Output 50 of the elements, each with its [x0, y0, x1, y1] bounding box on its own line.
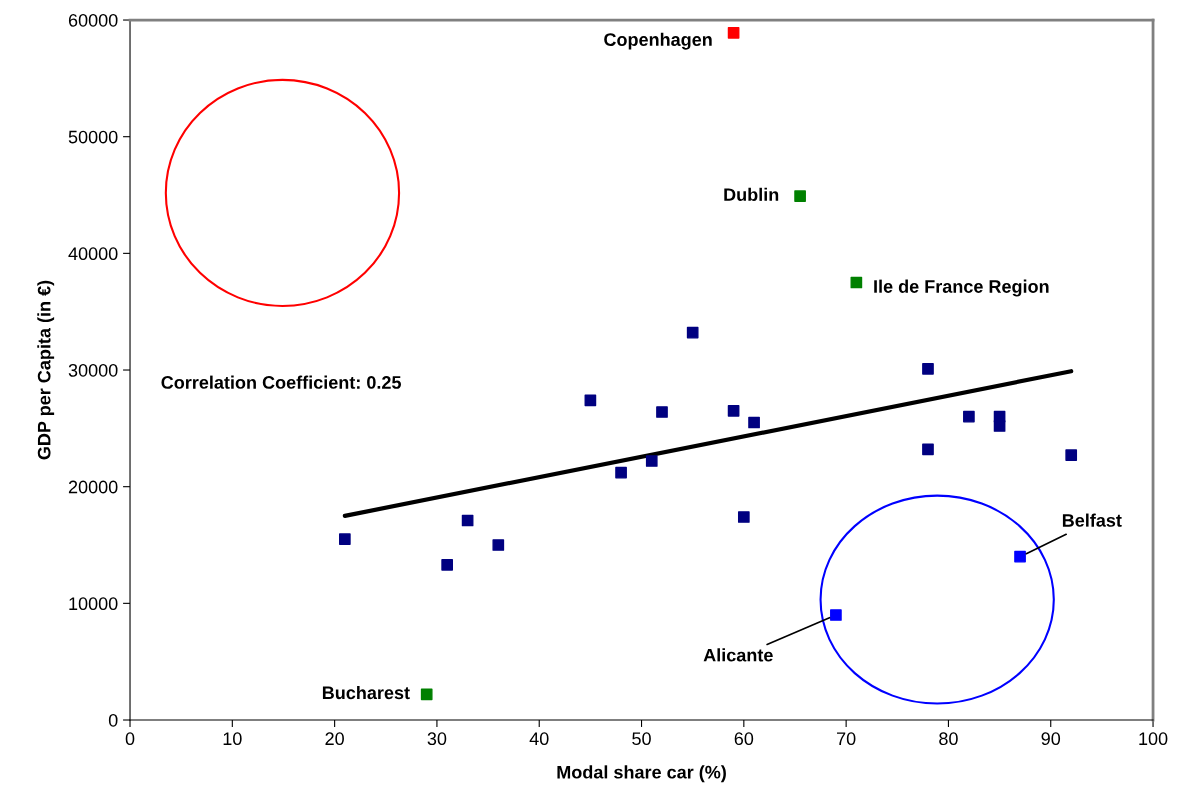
point — [963, 410, 975, 423]
x-tick-label: 90 — [1041, 732, 1061, 746]
annotation: Ile de France Region — [874, 279, 1049, 297]
y-axis-title: GDP per Capita (in €) — [37, 280, 55, 460]
point — [420, 688, 433, 701]
y-tick-label: 20000 — [68, 480, 118, 494]
point — [339, 533, 351, 546]
y-tick-label: 30000 — [68, 363, 118, 377]
x-tick-label: 60 — [734, 732, 754, 746]
x-tick-label: 20 — [325, 732, 344, 746]
point — [850, 276, 863, 289]
point — [748, 416, 760, 429]
point — [1065, 449, 1078, 462]
point — [584, 394, 597, 407]
y-tick-label: 60000 — [68, 13, 118, 27]
annotation: Bucharest — [322, 685, 410, 700]
y-tick-label: 0 — [108, 713, 118, 727]
annotation: Alicante — [703, 648, 773, 662]
annotation: Belfast — [1062, 513, 1122, 527]
x-tick-label: 80 — [939, 732, 958, 746]
point — [993, 420, 1006, 432]
x-tick-label: 50 — [632, 732, 651, 746]
x-tick-label: 70 — [837, 732, 856, 746]
point — [727, 405, 740, 417]
point — [615, 466, 627, 479]
annotation: Correlation Coefficient: 0.25 — [161, 375, 401, 389]
x-tick-label: 100 — [1139, 732, 1168, 746]
y-tick-label: 50000 — [68, 130, 118, 144]
point — [922, 443, 934, 456]
x-tick-label: 0 — [125, 732, 135, 746]
y-tick-label: 40000 — [68, 247, 118, 261]
point — [492, 539, 505, 551]
point — [441, 558, 454, 571]
point — [461, 514, 474, 527]
point — [727, 27, 740, 39]
x-tick-label: 30 — [427, 732, 447, 746]
point — [645, 455, 658, 467]
x-axis-title: Modal share car (%) — [557, 765, 726, 783]
x-tick-label: 10 — [223, 732, 242, 746]
point — [830, 609, 842, 621]
point — [656, 406, 668, 418]
point — [1014, 550, 1026, 563]
annotation: Dublin — [724, 187, 779, 202]
point — [922, 363, 934, 375]
annotation: Copenhagen — [604, 32, 712, 50]
point — [794, 190, 806, 203]
x-tick-label: 40 — [529, 732, 549, 746]
y-tick-label: 10000 — [69, 597, 118, 611]
point — [686, 326, 699, 339]
point — [737, 511, 750, 523]
